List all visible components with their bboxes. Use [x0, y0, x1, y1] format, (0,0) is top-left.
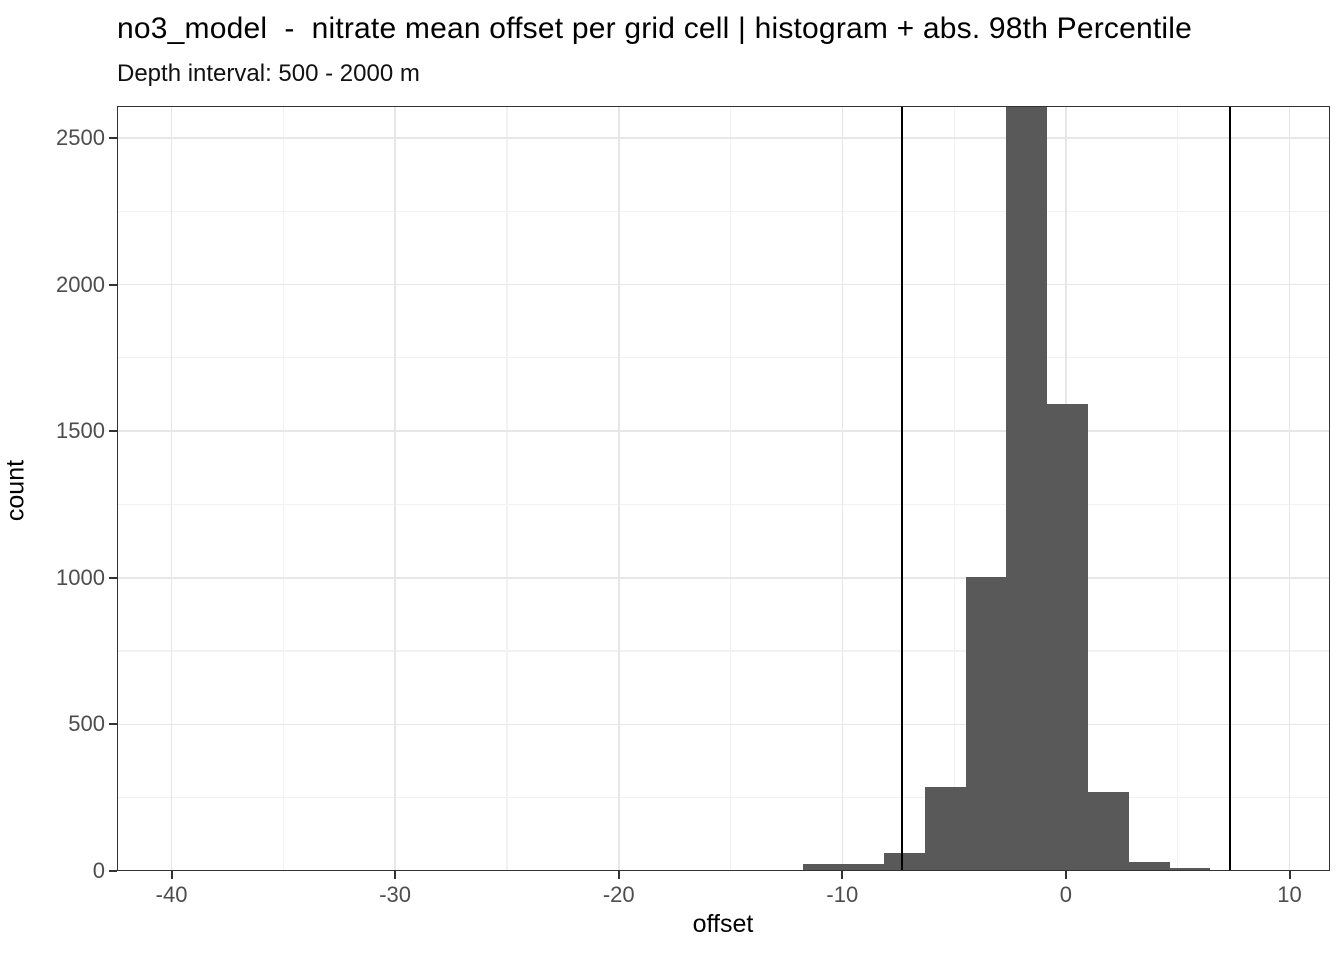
- x-tick-label: 0: [1059, 882, 1073, 907]
- y-minor-gridline: [117, 650, 1330, 652]
- y-axis-title: count: [1, 459, 30, 522]
- x-minor-gridline: [506, 106, 508, 871]
- x-tick-label: 10: [1277, 882, 1302, 907]
- histogram-bar: [924, 786, 967, 871]
- x-minor-gridline: [282, 106, 284, 871]
- y-tick-label: 1000: [56, 564, 105, 590]
- histogram-bar: [762, 869, 804, 871]
- percentile-line: [1228, 106, 1232, 871]
- y-tick-mark: [109, 870, 117, 872]
- histogram-bar: [884, 853, 926, 871]
- x-major-gridline: [617, 106, 620, 871]
- histogram-bar: [965, 576, 1007, 871]
- y-minor-gridline: [117, 210, 1330, 212]
- y-tick-mark: [109, 136, 117, 139]
- histogram-bar: [1169, 868, 1211, 871]
- y-minor-gridline: [117, 503, 1330, 506]
- x-major-gridline: [1288, 106, 1291, 871]
- x-tick-mark: [170, 871, 173, 879]
- plot-panel: [117, 106, 1330, 871]
- y-minor-gridline: [117, 357, 1330, 359]
- x-tick-label: -40: [155, 882, 188, 907]
- x-tick-label: -30: [379, 882, 412, 907]
- y-tick-label: 0: [92, 858, 105, 883]
- y-minor-gridline: [117, 797, 1330, 799]
- histogram-bar: [843, 863, 885, 871]
- histogram-bar: [1006, 106, 1048, 871]
- y-tick-label: 500: [68, 711, 105, 737]
- x-major-gridline: [841, 106, 844, 871]
- x-major-gridline: [394, 106, 396, 871]
- x-minor-gridline: [1177, 106, 1179, 871]
- x-tick-mark: [1064, 871, 1067, 879]
- x-tick-mark: [394, 871, 397, 879]
- x-tick-mark: [617, 871, 620, 879]
- histogram-bar: [1046, 403, 1089, 871]
- histogram-bar: [1087, 791, 1129, 871]
- y-major-gridline: [117, 723, 1330, 726]
- histogram-bar: [680, 869, 722, 871]
- chart-subtitle: Depth interval: 500 - 2000 m: [117, 60, 420, 87]
- y-major-gridline: [117, 576, 1330, 579]
- y-tick-label: 2500: [56, 124, 105, 150]
- x-minor-gridline: [729, 106, 732, 871]
- x-tick-label: -10: [826, 882, 859, 907]
- x-tick-mark: [1288, 871, 1291, 879]
- x-axis-title: offset: [692, 910, 754, 938]
- y-tick-mark: [109, 283, 117, 286]
- x-minor-gridline: [953, 106, 955, 871]
- x-tick-mark: [841, 871, 844, 879]
- x-tick-label: -20: [602, 882, 635, 907]
- histogram-bar: [1128, 861, 1170, 871]
- y-tick-label: 2000: [56, 271, 105, 297]
- y-tick-mark: [109, 576, 117, 579]
- histogram-bar: [721, 869, 763, 871]
- percentile-line: [900, 106, 904, 871]
- y-major-gridline: [117, 283, 1330, 286]
- chart-title: no3_model - nitrate mean offset per grid…: [117, 12, 1193, 45]
- y-tick-label: 1500: [56, 418, 105, 444]
- histogram-bar: [802, 863, 844, 871]
- x-major-gridline: [170, 106, 173, 871]
- y-tick-mark: [109, 430, 117, 433]
- y-major-gridline: [117, 430, 1330, 432]
- y-major-gridline: [117, 137, 1330, 139]
- y-tick-mark: [109, 723, 117, 726]
- histogram-bar: [639, 869, 682, 871]
